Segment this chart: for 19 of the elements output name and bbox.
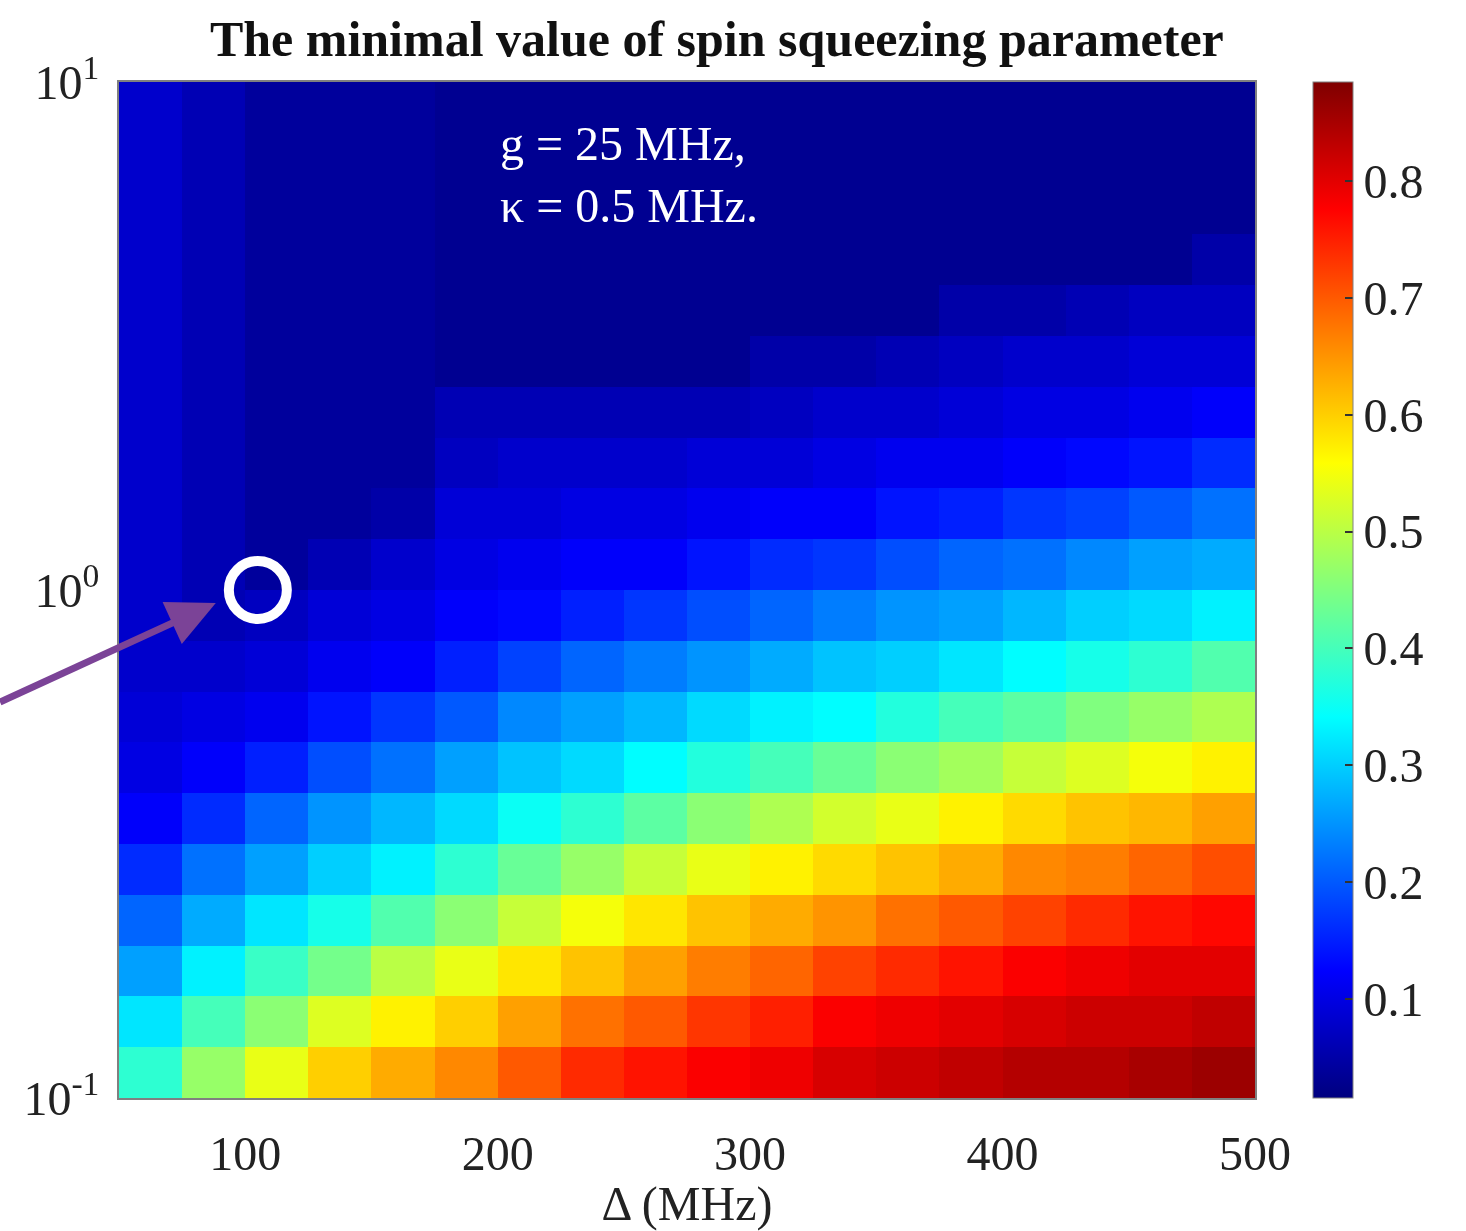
color-bar-label: 0.3: [1363, 738, 1424, 792]
color-bar-label: 0.7: [1363, 271, 1424, 325]
annotation: g = 25 MHz, κ = 0.5 MHz.: [500, 117, 758, 233]
y-tick-label: 10$^{-1}$: [23, 1064, 100, 1125]
x-tick-label: 200: [461, 1126, 534, 1180]
x-tick-label: 300: [714, 1126, 787, 1180]
color-bar-label: 0.8: [1363, 155, 1424, 209]
color-bar-label: 0.1: [1363, 972, 1424, 1026]
x-tick-label: 100: [209, 1126, 282, 1180]
y-tick-label: 10$^{1}$: [34, 48, 100, 109]
color-bar-label: 0.5: [1363, 505, 1424, 559]
color-bar-label: 0.4: [1363, 622, 1424, 676]
chart-title: The minimal value of spin squeezing parameter: [209, 10, 1224, 67]
x-tick-label: 500: [1219, 1126, 1291, 1180]
color-bar-label: 0.2: [1363, 855, 1424, 909]
x-tick-label: 400: [966, 1126, 1039, 1180]
x-axis-title: Δ (MHz): [601, 1177, 773, 1231]
y-tick-label: 10$^{0}$: [34, 556, 100, 617]
color-bar-label: 0.6: [1363, 388, 1424, 442]
